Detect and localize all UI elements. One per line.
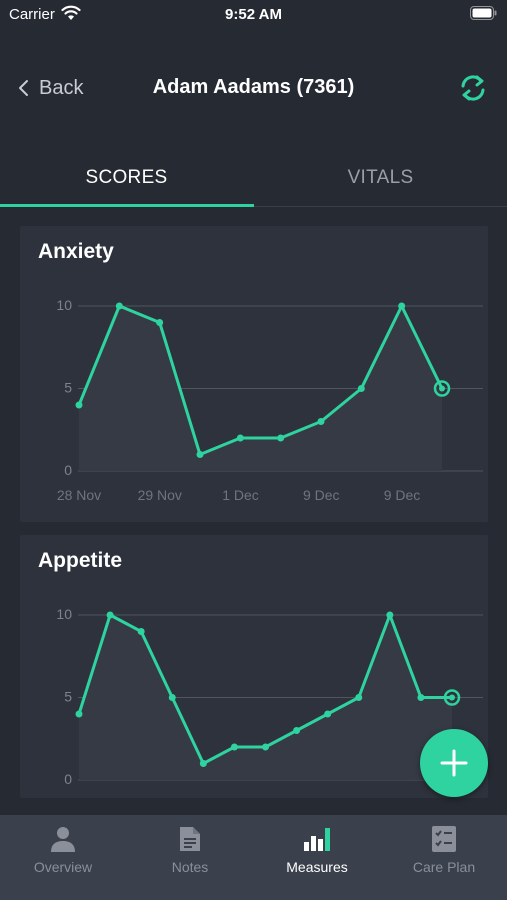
anxiety-data-point[interactable]: [439, 385, 445, 392]
anxiety-chart-card[interactable]: 10 5 0 28 Nov 29 Nov 1 Dec 9 Dec 9 Dec Anxiety: [20, 226, 488, 522]
navigation-bar: Back Adam Aadams (7361): [0, 60, 507, 116]
tab-care-plan[interactable]: Care Plan: [381, 815, 507, 900]
anxiety-y-tick-label: 10: [56, 297, 72, 313]
appetite-latest-point-ring: [443, 689, 461, 706]
wifi-icon: [61, 5, 81, 20]
anxiety-chart: 10 5 0 28 Nov 29 Nov 1 Dec 9 Dec 9 Dec: [56, 297, 483, 503]
plus-icon: [440, 749, 468, 777]
appetite-data-point[interactable]: [324, 710, 332, 718]
carrier-label: Carrier: [9, 6, 55, 23]
anxiety-data-point[interactable]: [357, 385, 365, 392]
status-bar: Carrier 9:52 AM: [0, 0, 507, 28]
tab-notes-label: Notes: [171, 859, 209, 875]
anxiety-x-tick-label: 9 Dec: [384, 487, 421, 503]
anxiety-data-point[interactable]: [75, 401, 83, 409]
tab-measures[interactable]: Measures: [254, 815, 380, 900]
anxiety-data-point[interactable]: [398, 302, 406, 310]
back-label: Back: [39, 76, 84, 99]
appetite-data-point[interactable]: [262, 743, 269, 751]
anxiety-latest-point-ring: [433, 380, 451, 397]
appetite-y-tick-label: 0: [64, 771, 72, 787]
back-button[interactable]: Back: [18, 74, 83, 102]
appetite-data-point[interactable]: [168, 694, 176, 701]
bar-chart-icon: [304, 828, 330, 851]
add-measure-button[interactable]: [420, 729, 488, 797]
tab-vitals-label: VITALS: [347, 167, 414, 188]
anxiety-data-point[interactable]: [156, 319, 164, 326]
appetite-data-point[interactable]: [293, 727, 301, 734]
anxiety-area: [79, 306, 442, 471]
tab-overview[interactable]: Overview: [0, 815, 126, 900]
anxiety-x-tick-label: 9 Dec: [303, 487, 340, 503]
active-tab-indicator: [0, 204, 254, 207]
tab-overview-label: Overview: [33, 859, 93, 875]
tab-scores-label: SCORES: [85, 167, 168, 188]
anxiety-data-point[interactable]: [277, 434, 285, 442]
anxiety-data-point[interactable]: [196, 451, 204, 458]
appetite-data-point[interactable]: [355, 694, 363, 701]
appetite-data-point[interactable]: [75, 710, 83, 718]
document-icon: [180, 827, 200, 851]
battery-icon: [470, 6, 497, 20]
tab-care-plan-label: Care Plan: [412, 859, 476, 875]
tab-measures-label: Measures: [286, 859, 348, 875]
anxiety-data-point[interactable]: [115, 302, 123, 310]
appetite-chart: 10 5 0: [56, 606, 483, 787]
anxiety-data-point[interactable]: [317, 418, 325, 425]
anxiety-x-tick-label: 1 Dec: [222, 487, 259, 503]
segment-tabs: SCORES VITALS: [0, 150, 507, 207]
anxiety-y-tick-label: 5: [64, 380, 72, 396]
tab-vitals[interactable]: VITALS: [254, 150, 507, 206]
appetite-area: [79, 615, 452, 780]
appetite-y-tick-label: 5: [64, 689, 72, 705]
appetite-data-point[interactable]: [199, 760, 207, 767]
appetite-data-point[interactable]: [449, 694, 455, 701]
appetite-chart-card[interactable]: 10 5 0 Appetite: [20, 535, 488, 798]
appetite-chart-title: Appetite: [38, 549, 122, 572]
appetite-y-tick-label: 10: [56, 606, 72, 622]
anxiety-series-line: [77, 304, 444, 456]
anxiety-y-tick-label: 0: [64, 462, 72, 478]
checklist-icon: [432, 826, 456, 852]
appetite-data-point[interactable]: [386, 611, 394, 619]
appetite-data-point[interactable]: [230, 743, 238, 751]
status-time: 9:52 AM: [225, 6, 282, 23]
anxiety-x-tick-label: 29 Nov: [138, 487, 182, 503]
chevron-left-icon: [19, 80, 28, 96]
person-icon: [51, 827, 75, 852]
appetite-data-point[interactable]: [417, 694, 425, 701]
tab-scores[interactable]: SCORES: [0, 150, 253, 206]
bottom-tab-bar: Overview Notes Measures Care Plan: [0, 815, 507, 900]
anxiety-chart-title: Anxiety: [38, 240, 114, 263]
tab-notes[interactable]: Notes: [127, 815, 253, 900]
appetite-data-point[interactable]: [106, 611, 114, 619]
appetite-data-point[interactable]: [137, 628, 145, 635]
anxiety-data-point[interactable]: [236, 434, 244, 442]
anxiety-x-tick-label: 28 Nov: [57, 487, 101, 503]
refresh-icon[interactable]: [457, 72, 489, 104]
